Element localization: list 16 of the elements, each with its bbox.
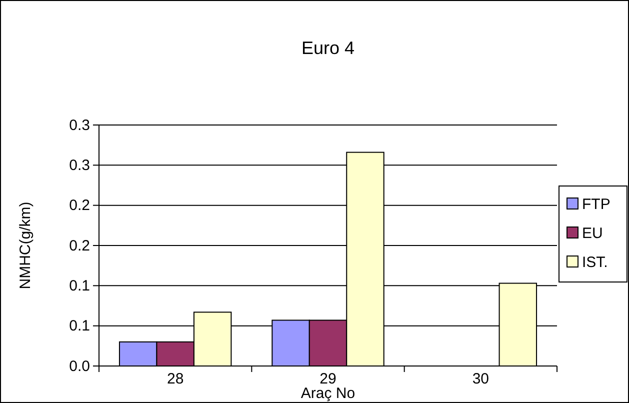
y-tick-label: 0.1	[69, 277, 90, 294]
x-axis-title: Araç No	[300, 385, 356, 402]
y-tick-label: 0.3	[69, 116, 90, 134]
y-tick-label: 0.2	[69, 237, 90, 254]
x-tick-label: 29	[320, 370, 336, 388]
x-tick-label: 28	[166, 370, 184, 388]
y-axis-title: NMHC(g/km)	[17, 202, 34, 290]
x-tick-label: 30	[472, 370, 490, 388]
y-tick-label: 0.0	[69, 358, 90, 375]
y-tick-label: 0.2	[69, 197, 90, 214]
legend-label: FTP	[582, 196, 610, 213]
chart-title: Euro 4	[301, 38, 355, 58]
y-tick-label: 0.3	[69, 156, 90, 174]
y-tick-label: 0.1	[69, 318, 90, 335]
legend-label: EU	[582, 225, 603, 242]
legend-label: IST.	[582, 254, 608, 271]
